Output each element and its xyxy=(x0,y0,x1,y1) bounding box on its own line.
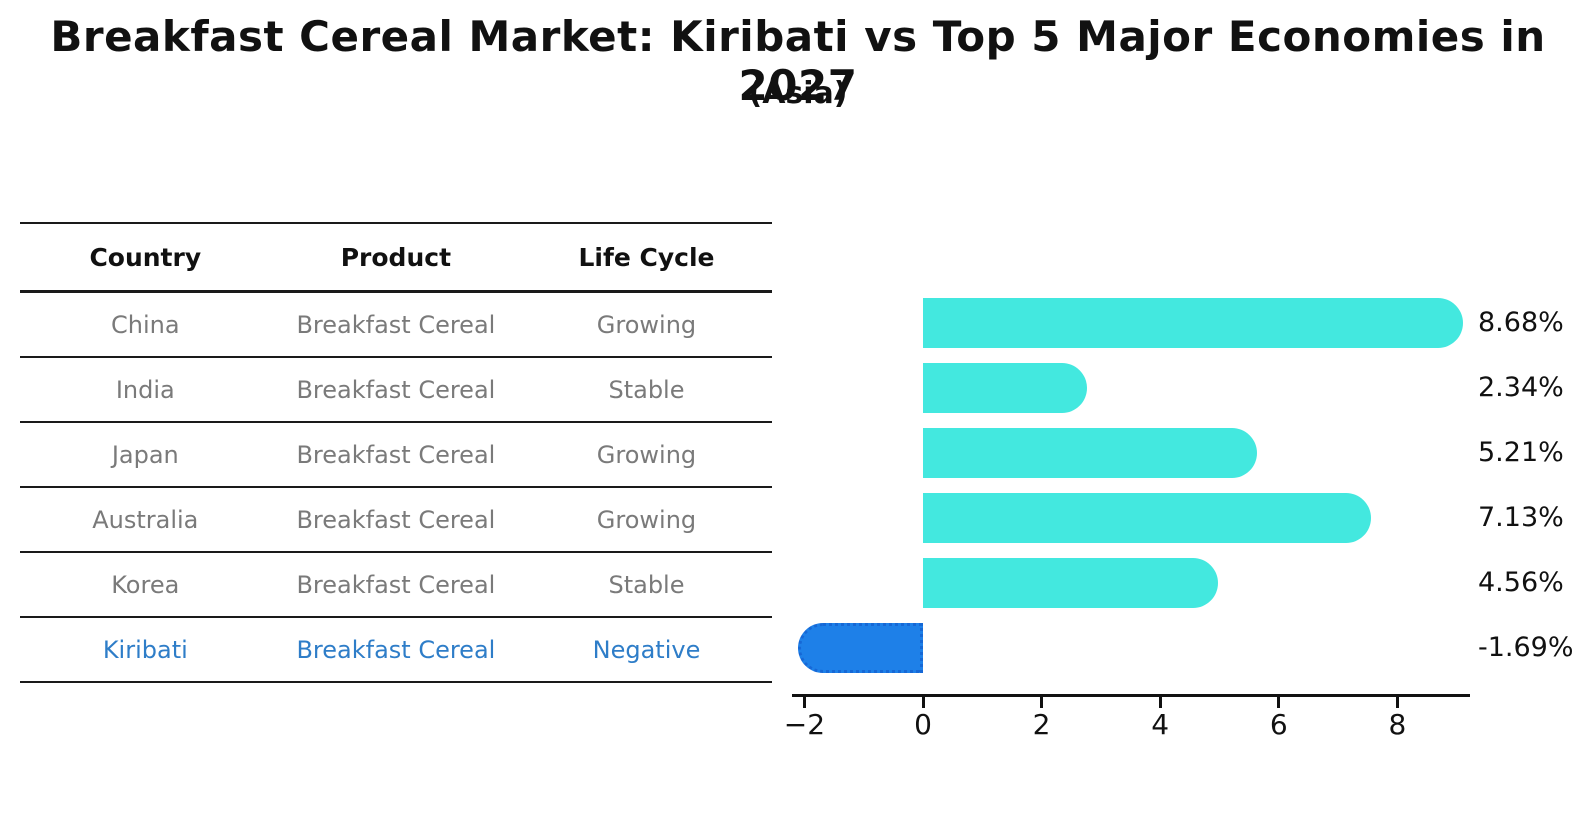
table-row-india: India Breakfast Cereal Stable xyxy=(20,358,772,423)
table-cell-life-cycle: Growing xyxy=(596,310,697,339)
x-axis-line xyxy=(792,694,1470,697)
x-axis-tick-mark xyxy=(1395,697,1399,708)
x-axis-tick-mark xyxy=(921,697,925,708)
table-cell-country: Kiribati xyxy=(102,635,188,664)
x-axis-tick-mark xyxy=(1158,697,1162,708)
table-cell-life-cycle: Growing xyxy=(596,440,697,469)
table-cell-life-cycle: Stable xyxy=(608,375,685,404)
x-axis-tick-label: 6 xyxy=(1269,708,1288,741)
bar-japan xyxy=(923,427,1257,478)
x-axis-tick-label: 2 xyxy=(1032,708,1051,741)
table-cell-country: Japan xyxy=(111,440,179,469)
x-axis-tick-label: 0 xyxy=(914,708,932,741)
x-axis-tick-label: −2 xyxy=(783,708,826,741)
table-header-life-cycle: Life Cycle xyxy=(578,242,715,272)
bar-korea xyxy=(923,557,1219,608)
table-cell-product: Breakfast Cereal xyxy=(296,570,496,599)
table-cell-product: Breakfast Cereal xyxy=(296,310,496,339)
x-axis-tick-mark xyxy=(1277,697,1281,708)
table-row-china: China Breakfast Cereal Growing xyxy=(20,293,772,358)
value-label-kiribati: -1.69% xyxy=(1478,631,1574,663)
value-label-india: 2.34% xyxy=(1478,371,1564,403)
table-row-kiribati: Kiribati Breakfast Cereal Negative xyxy=(20,618,772,683)
country-table: Country Product Life Cycle China Breakfa… xyxy=(20,222,772,683)
value-label-korea: 4.56% xyxy=(1478,566,1564,598)
bar-india xyxy=(923,362,1087,413)
table-cell-life-cycle: Growing xyxy=(596,505,697,534)
value-label-japan: 5.21% xyxy=(1478,436,1564,468)
chart-title: Breakfast Cereal Market: Kiribati vs Top… xyxy=(50,12,1546,110)
x-axis-tick-mark xyxy=(1040,697,1044,708)
table-cell-product: Breakfast Cereal xyxy=(296,635,496,664)
table-cell-country: China xyxy=(111,310,180,339)
x-axis-tick-label: 8 xyxy=(1388,708,1407,741)
table-cell-life-cycle: Negative xyxy=(592,635,701,664)
table-header-row: Country Product Life Cycle xyxy=(20,224,772,293)
table-cell-product: Breakfast Cereal xyxy=(296,375,496,404)
table-cell-life-cycle: Stable xyxy=(608,570,685,599)
table-row-japan: Japan Breakfast Cereal Growing xyxy=(20,423,772,488)
value-label-china: 8.68% xyxy=(1478,306,1564,338)
table-cell-country: India xyxy=(115,375,175,404)
bar-china xyxy=(923,297,1463,348)
table-row-korea: Korea Breakfast Cereal Stable xyxy=(20,553,772,618)
bar-australia xyxy=(923,492,1371,543)
table-row-australia: Australia Breakfast Cereal Growing xyxy=(20,488,772,553)
table-cell-product: Breakfast Cereal xyxy=(296,440,496,469)
x-axis-tick-mark xyxy=(802,697,806,708)
table-header-product: Product xyxy=(340,242,452,272)
table-cell-product: Breakfast Cereal xyxy=(296,505,496,534)
table-cell-country: Korea xyxy=(111,570,180,599)
table-cell-country: Australia xyxy=(92,505,199,534)
chart-subtitle: (Asia) xyxy=(748,76,848,111)
table-header-country: Country xyxy=(89,242,202,272)
value-label-australia: 7.13% xyxy=(1478,501,1564,533)
x-axis-tick-label: 4 xyxy=(1151,708,1170,741)
bar-kiribati xyxy=(797,622,923,673)
